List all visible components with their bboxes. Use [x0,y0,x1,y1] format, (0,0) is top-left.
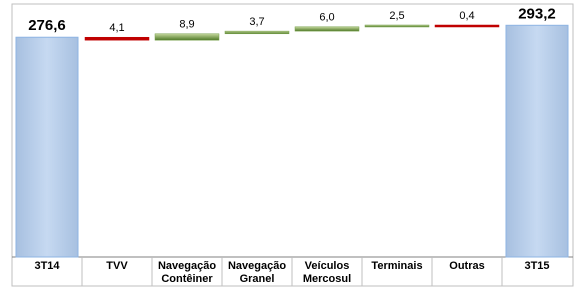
total-bar [15,36,79,258]
x-tick-label: Navegação Granel [227,260,287,285]
value-label: 8,9 [179,19,194,31]
value-label: 6,0 [319,12,334,24]
increase-bar [154,33,220,41]
x-tick-label: Veículos Mercosul [302,260,352,285]
x-tick-label: Outras [449,260,485,272]
x-tick-label: 3T15 [524,260,550,272]
decrease-bar [84,36,150,41]
value-label: 4,1 [109,22,124,34]
decrease-bar [434,24,500,28]
x-tick-label: 3T14 [34,260,60,272]
increase-bar [224,30,290,35]
x-tick-label: Navegação Contêiner [157,260,217,285]
x-tick-label: Terminais [371,260,423,272]
increase-bar [294,26,360,32]
value-label: 0,4 [459,10,474,22]
increase-bar [364,24,430,28]
total-bar [505,24,569,258]
value-label: 276,6 [28,17,66,34]
frame [11,3,574,287]
value-label: 2,5 [389,10,404,22]
value-label: 3,7 [249,16,264,28]
x-tick-label: TVV [106,260,128,272]
value-label: 293,2 [518,5,556,22]
